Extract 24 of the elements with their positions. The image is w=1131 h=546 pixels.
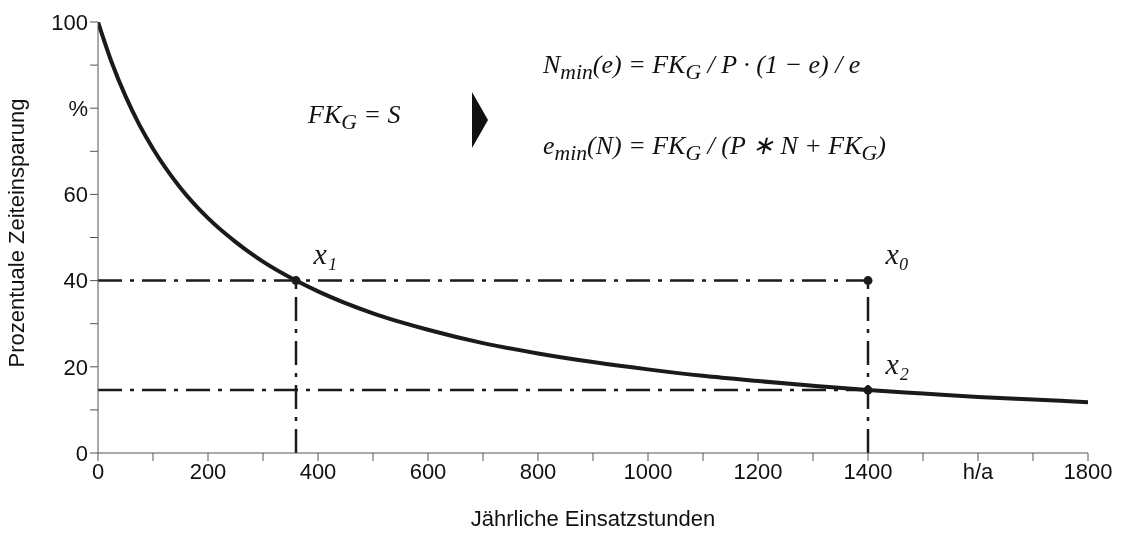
x-axis-title: Jährliche Einsatzstunden	[470, 506, 716, 531]
y-tick-label: 60	[63, 182, 88, 208]
series-label: x₁	[312, 237, 338, 271]
y-tick-label: %	[68, 96, 88, 122]
y-tick-label: 20	[63, 354, 88, 380]
x-tick-label: 800	[519, 458, 557, 484]
y-tick-label: 40	[63, 268, 88, 294]
x-tick-label: 200	[189, 458, 227, 484]
x-tick-label: 600	[409, 458, 447, 484]
annotation: FK$_{G}$ = S	[308, 100, 401, 136]
x-tick-label: 1400	[843, 458, 893, 484]
x-tick-label: 1000	[623, 458, 673, 484]
x-tick-label: 400	[299, 458, 337, 484]
x-tick-label: 1800	[1063, 458, 1113, 484]
x-tick-label: h/a	[962, 458, 995, 484]
x-tick-label: 0	[91, 458, 105, 484]
y-tick-label: 0	[75, 440, 88, 466]
series-label: x₀	[884, 237, 910, 271]
y-axis-title: Prozentuale Zeiteinsparung	[3, 98, 29, 368]
y-tick-label: 100	[51, 9, 88, 35]
annotation: N$_{min}$(e) = FK$_{G}$ / P · (1 − e) / e	[543, 50, 861, 86]
annotation: e$_{min}$(N) = FK$_{G}$ / (P ∗ N + FK$_{G}$)	[543, 130, 886, 167]
series-label: x₂	[884, 346, 910, 380]
x-tick-label: 1200	[733, 458, 783, 484]
